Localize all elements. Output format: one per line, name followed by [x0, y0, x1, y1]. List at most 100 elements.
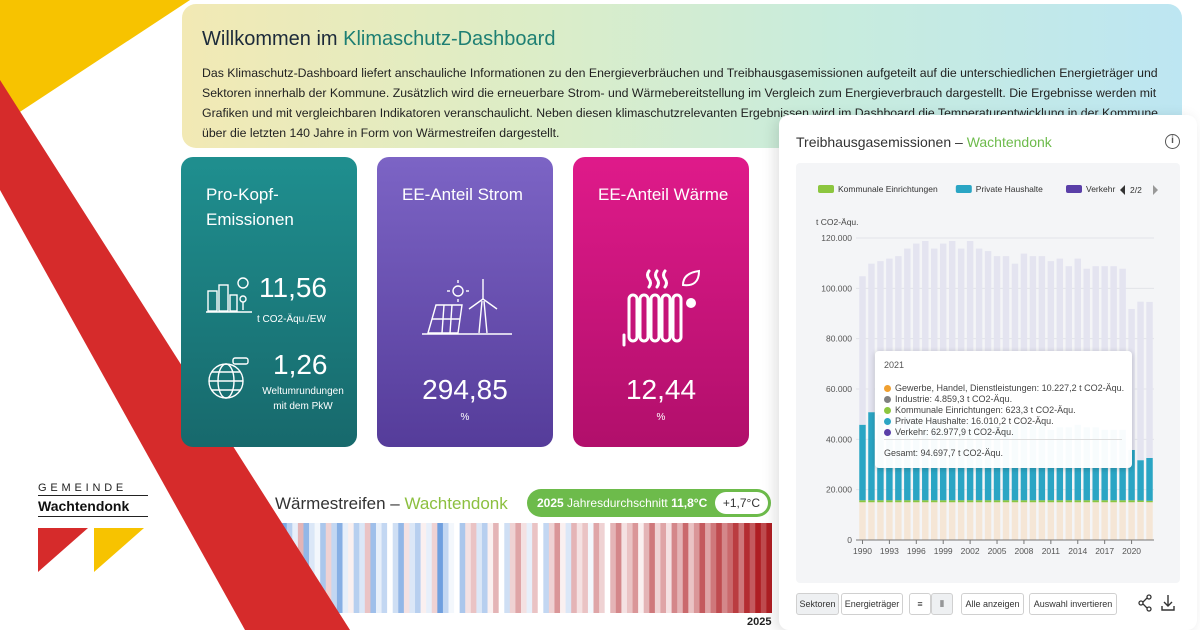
bar-segment[interactable] [895, 502, 902, 540]
bar-segment[interactable] [1047, 261, 1055, 430]
bar-segment[interactable] [1137, 500, 1144, 503]
bar-segment[interactable] [922, 502, 929, 540]
card-ee-anteil-waerme[interactable]: EE-Anteil Wärme 12,44 % [573, 157, 749, 447]
bar-segment[interactable] [1092, 266, 1099, 428]
bar-segment[interactable] [859, 502, 866, 540]
bar-segment[interactable] [966, 502, 974, 540]
bar-segment[interactable] [1146, 457, 1153, 501]
legend-swatch[interactable] [955, 185, 972, 193]
bar-segment[interactable] [1065, 502, 1073, 540]
bar-segment[interactable] [939, 243, 947, 418]
bar-segment[interactable] [895, 256, 902, 418]
alle-anzeigen-button[interactable]: Alle anzeigen [961, 593, 1024, 615]
legend-label[interactable]: Private Haushalte [976, 184, 1043, 194]
bar-segment[interactable] [1074, 258, 1081, 425]
bar-segment[interactable] [1074, 502, 1081, 540]
bar-segment[interactable] [957, 248, 965, 418]
bar-segment[interactable] [993, 256, 1001, 425]
bar-segment[interactable] [1110, 500, 1117, 503]
legend-label[interactable]: Verkehr [1086, 184, 1115, 194]
legend-label[interactable]: Kommunale Einrichtungen [838, 184, 938, 194]
bar-segment[interactable] [939, 500, 947, 503]
bar-segment[interactable] [993, 502, 1001, 540]
bar-segment[interactable] [859, 500, 866, 503]
bar-segment[interactable] [1056, 502, 1064, 540]
bar-segment[interactable] [1074, 500, 1081, 503]
bar-segment[interactable] [1119, 500, 1126, 503]
bar-segment[interactable] [1002, 502, 1010, 540]
bar-segment[interactable] [1146, 301, 1153, 458]
bar-segment[interactable] [1083, 500, 1090, 503]
bar-segment[interactable] [868, 263, 875, 413]
bar-segment[interactable] [931, 248, 938, 418]
bar-segment[interactable] [975, 248, 983, 423]
bar-segment[interactable] [1056, 500, 1064, 503]
bar-segment[interactable] [877, 261, 884, 415]
bar-segment[interactable] [913, 502, 920, 540]
bar-segment[interactable] [1110, 502, 1117, 540]
legend-next-icon[interactable] [1153, 185, 1158, 195]
bar-segment[interactable] [913, 500, 920, 503]
bar-segment[interactable] [1038, 502, 1046, 540]
bar-segment[interactable] [1065, 266, 1073, 428]
bar-segment[interactable] [1029, 500, 1037, 503]
bar-segment[interactable] [1101, 502, 1108, 540]
bar-segment[interactable] [1119, 502, 1126, 540]
bar-segment[interactable] [1020, 500, 1028, 503]
bar-segment[interactable] [1137, 502, 1144, 540]
bar-segment[interactable] [1092, 500, 1099, 503]
bar-segment[interactable] [1002, 256, 1010, 425]
bar-segment[interactable] [931, 500, 938, 503]
bar-segment[interactable] [1029, 502, 1037, 540]
download-icon[interactable] [1160, 593, 1176, 613]
bar-segment[interactable] [1038, 500, 1046, 503]
bar-segment[interactable] [1020, 502, 1028, 540]
bar-segment[interactable] [886, 502, 893, 540]
bar-segment[interactable] [1029, 256, 1037, 425]
bar-segment[interactable] [1047, 500, 1055, 503]
bar-segment[interactable] [1137, 460, 1144, 501]
card-pro-kopf-emissionen[interactable]: Pro-Kopf-Emissionen 11,56 t CO2-Äqu./EW … [181, 157, 357, 447]
share-icon[interactable] [1137, 593, 1153, 613]
bar-segment[interactable] [966, 241, 974, 420]
bar-segment[interactable] [1092, 502, 1099, 540]
bar-segment[interactable] [913, 243, 920, 415]
bar-segment[interactable] [948, 502, 956, 540]
bar-segment[interactable] [868, 500, 875, 503]
bar-segment[interactable] [1056, 258, 1064, 428]
bar-segment[interactable] [1110, 266, 1117, 430]
bar-segment[interactable] [957, 502, 965, 540]
bar-segment[interactable] [1011, 263, 1019, 425]
bar-segment[interactable] [1083, 502, 1090, 540]
energietraeger-button[interactable]: Energieträger [841, 593, 903, 615]
bar-segment[interactable] [877, 502, 884, 540]
bar-segment[interactable] [1011, 500, 1019, 503]
bar-segment[interactable] [922, 500, 929, 503]
bar-segment[interactable] [984, 502, 992, 540]
list-view-icon[interactable]: ≡ [909, 593, 931, 615]
bar-segment[interactable] [868, 412, 875, 501]
bar-view-icon[interactable]: ⦀ [931, 593, 953, 615]
bar-segment[interactable] [957, 500, 965, 503]
bar-segment[interactable] [1146, 502, 1153, 540]
bar-segment[interactable] [877, 500, 884, 503]
legend-swatch[interactable] [1066, 185, 1082, 193]
legend-prev-icon[interactable] [1120, 185, 1125, 195]
bar-segment[interactable] [975, 500, 983, 503]
bar-segment[interactable] [993, 500, 1001, 503]
bar-segment[interactable] [975, 502, 983, 540]
bar-segment[interactable] [1119, 268, 1126, 430]
bar-segment[interactable] [1128, 449, 1135, 501]
bar-segment[interactable] [1137, 301, 1144, 461]
bar-segment[interactable] [1101, 266, 1108, 430]
bar-segment[interactable] [931, 502, 938, 540]
bar-segment[interactable] [1128, 500, 1135, 503]
bar-segment[interactable] [886, 500, 893, 503]
bar-segment[interactable] [1002, 500, 1010, 503]
bar-segment[interactable] [1065, 500, 1073, 503]
bar-segment[interactable] [922, 241, 929, 420]
bar-segment[interactable] [948, 500, 956, 503]
bar-segment[interactable] [939, 502, 947, 540]
bar-segment[interactable] [1101, 500, 1108, 503]
bar-segment[interactable] [984, 500, 992, 503]
